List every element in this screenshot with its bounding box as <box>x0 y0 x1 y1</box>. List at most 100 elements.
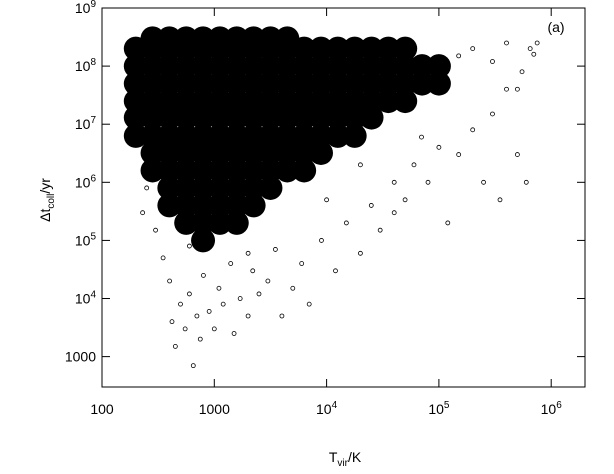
dense-point <box>224 175 249 200</box>
dense-point <box>224 71 249 96</box>
point <box>497 197 503 203</box>
dense-point <box>258 175 283 200</box>
dense-point <box>241 54 266 79</box>
dense-point <box>410 54 435 79</box>
dense-point <box>157 105 182 130</box>
point <box>169 319 175 325</box>
point <box>206 309 212 314</box>
point <box>391 179 397 185</box>
dense-point <box>207 193 232 218</box>
dense-point <box>191 158 216 183</box>
dense-point <box>207 175 232 200</box>
y-tick-label: 109 <box>75 0 97 16</box>
dense-point <box>224 105 249 130</box>
dense-point <box>157 123 182 148</box>
point <box>299 261 305 266</box>
dense-point <box>191 105 216 130</box>
dense-point <box>342 36 367 61</box>
dense-point <box>275 105 300 130</box>
point <box>402 197 408 203</box>
dense-point <box>191 140 216 165</box>
point <box>201 272 206 278</box>
dense-point <box>207 71 232 96</box>
x-tick-label: 105 <box>428 400 450 417</box>
point <box>153 227 158 233</box>
point <box>470 127 476 133</box>
dense-point <box>207 89 232 114</box>
series <box>123 26 451 253</box>
point <box>523 179 529 185</box>
point <box>504 86 509 92</box>
dense-point <box>325 71 350 96</box>
point <box>290 285 296 291</box>
dense-point <box>191 123 216 148</box>
point <box>140 210 146 216</box>
point <box>490 111 495 117</box>
point <box>237 296 243 301</box>
dense-point <box>292 158 317 183</box>
annotation: (a) <box>547 19 564 35</box>
point <box>194 313 200 319</box>
series <box>128 40 540 369</box>
y-tick-label: 107 <box>75 115 97 132</box>
dense-point <box>174 123 199 148</box>
point <box>186 291 192 297</box>
dense-point <box>174 89 199 114</box>
y-tick-label: 104 <box>75 290 97 307</box>
dense-point <box>241 175 266 200</box>
dense-point <box>224 54 249 79</box>
dense-point <box>426 71 451 96</box>
dense-point <box>376 71 401 96</box>
dense-point <box>224 210 249 235</box>
point <box>377 227 383 233</box>
dense-point <box>191 210 216 235</box>
dense-point <box>325 123 350 148</box>
x-tick-label: 1000 <box>199 401 230 417</box>
dense-point <box>292 123 317 148</box>
dense-point <box>308 36 333 61</box>
dense-point <box>123 54 148 79</box>
y-tick-label: 106 <box>75 173 97 190</box>
dense-point <box>241 105 266 130</box>
point <box>186 243 192 249</box>
dense-point <box>292 36 317 61</box>
point <box>250 268 256 274</box>
point <box>368 203 374 208</box>
dense-point <box>207 105 232 130</box>
dense-point <box>174 54 199 79</box>
point <box>160 255 166 261</box>
dense-point <box>191 193 216 218</box>
dense-point <box>342 89 367 114</box>
dense-point <box>325 54 350 79</box>
point <box>228 261 234 266</box>
dense-point <box>258 158 283 183</box>
dense-point <box>241 71 266 96</box>
dense-point <box>241 158 266 183</box>
point <box>182 326 188 332</box>
dense-point <box>174 158 199 183</box>
dense-point <box>258 140 283 165</box>
point <box>519 69 525 75</box>
dense-point <box>258 89 283 114</box>
point <box>144 185 150 191</box>
dense-point <box>123 71 148 96</box>
y-tick-label: 108 <box>75 57 97 74</box>
dense-point <box>123 89 148 114</box>
dense-point <box>157 193 182 218</box>
point <box>265 278 271 284</box>
dense-point <box>325 89 350 114</box>
y-axis-label: Δtcoll/yr <box>37 178 57 222</box>
dense-point <box>157 54 182 79</box>
dense-point <box>308 89 333 114</box>
point <box>514 152 520 157</box>
point <box>178 301 183 307</box>
dense-point <box>292 89 317 114</box>
dense-point <box>342 105 367 130</box>
dense-point <box>140 71 165 96</box>
point <box>343 220 349 226</box>
dense-point <box>123 105 148 130</box>
dense-point <box>308 123 333 148</box>
point <box>481 179 486 185</box>
dense-point <box>241 193 266 218</box>
plot-frame <box>101 7 586 388</box>
